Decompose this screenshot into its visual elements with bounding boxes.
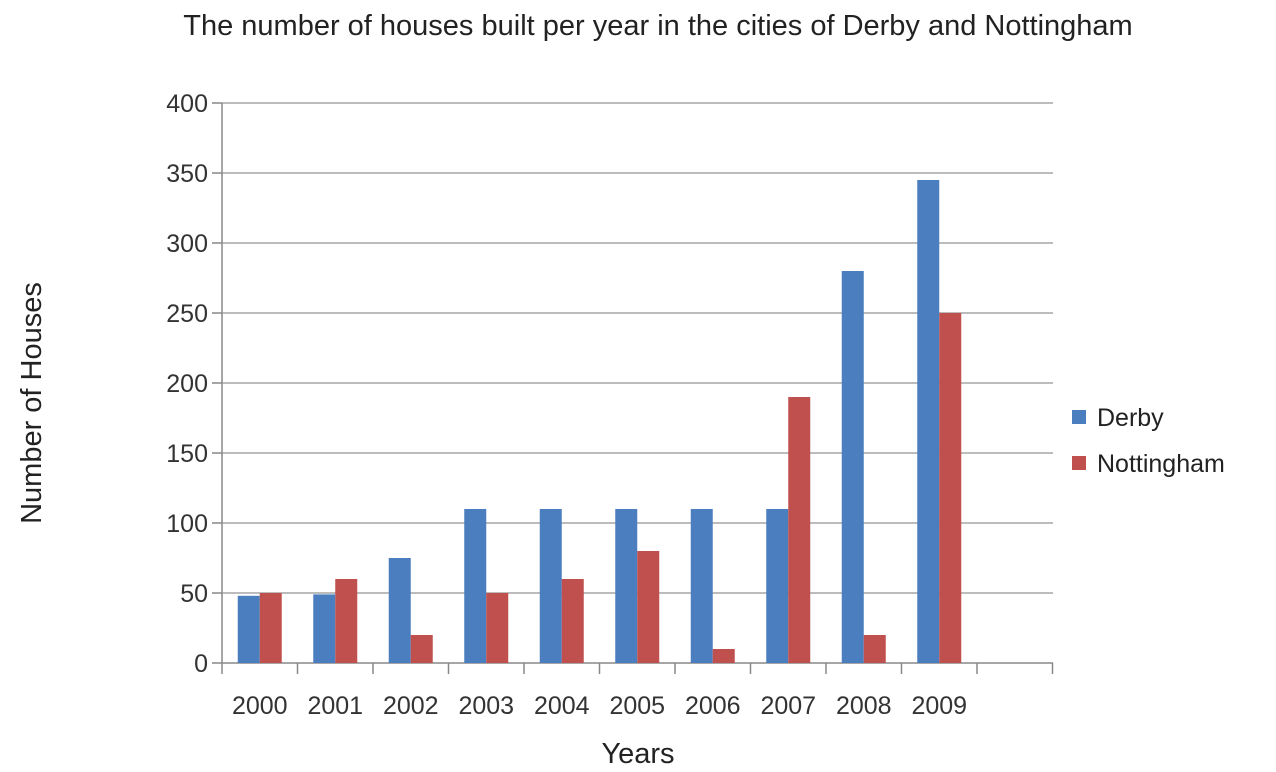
y-tick-label: 350 xyxy=(166,160,208,188)
bar-derby-2009 xyxy=(917,180,940,663)
x-tick-label: 2008 xyxy=(836,692,892,720)
bar-nottingham-2000 xyxy=(259,593,282,663)
bar-derby-2001 xyxy=(313,594,336,663)
y-tick-label: 0 xyxy=(194,650,208,678)
bar-nottingham-2008 xyxy=(863,635,886,663)
y-tick-label: 300 xyxy=(166,230,208,258)
x-tick-label: 2000 xyxy=(232,692,288,720)
x-tick-labels: 2000 2001 2002 2003 2004 2005 2006 2007 2008 2009 xyxy=(232,692,967,720)
bar-nottingham-2009 xyxy=(939,313,962,663)
x-tick-label: 2003 xyxy=(458,692,514,720)
bar-nottingham-2007 xyxy=(788,397,811,663)
legend-label-derby: Derby xyxy=(1097,404,1164,432)
x-tick-label: 2002 xyxy=(383,692,439,720)
bar-nottingham-2003 xyxy=(486,593,509,663)
bar-derby-2003 xyxy=(464,509,487,663)
gridlines xyxy=(212,102,1053,664)
y-tick-label: 250 xyxy=(166,300,208,328)
bar-derby-2002 xyxy=(388,558,411,663)
legend-swatch-derby xyxy=(1072,410,1086,424)
x-axis-title: Years xyxy=(601,738,674,770)
x-tick-label: 2001 xyxy=(307,692,363,720)
y-tick-label: 100 xyxy=(166,510,208,538)
bar-derby-2004 xyxy=(539,509,562,663)
bar-nottingham-2002 xyxy=(410,635,433,663)
bar-nottingham-2005 xyxy=(637,551,660,663)
bar-derby-2008 xyxy=(841,271,864,663)
legend-swatch-nottingham xyxy=(1072,456,1086,470)
x-tick-label: 2006 xyxy=(685,692,741,720)
y-tick-labels: 0 50 100 150 200 250 300 350 400 xyxy=(166,90,208,678)
y-tick-label: 50 xyxy=(180,580,208,608)
x-tick-label: 2009 xyxy=(911,692,967,720)
bar-nottingham-2006 xyxy=(712,649,735,663)
y-tick-label: 150 xyxy=(166,440,208,468)
x-tick-label: 2007 xyxy=(760,692,816,720)
y-axis-title: Number of Houses xyxy=(16,282,48,524)
bar-derby-2006 xyxy=(690,509,713,663)
bar-derby-2007 xyxy=(766,509,789,663)
bars xyxy=(237,180,962,663)
legend-label-nottingham: Nottingham xyxy=(1097,450,1225,478)
chart-title: The number of houses built per year in t… xyxy=(183,10,1132,42)
x-tick-label: 2004 xyxy=(534,692,590,720)
bar-derby-2005 xyxy=(615,509,638,663)
bar-derby-2000 xyxy=(237,595,260,663)
legend: Derby Nottingham xyxy=(1072,404,1225,478)
x-tick-label: 2005 xyxy=(609,692,665,720)
bar-nottingham-2004 xyxy=(561,579,584,663)
y-tick-label: 400 xyxy=(166,90,208,118)
bar-nottingham-2001 xyxy=(335,579,358,663)
y-tick-label: 200 xyxy=(166,370,208,398)
